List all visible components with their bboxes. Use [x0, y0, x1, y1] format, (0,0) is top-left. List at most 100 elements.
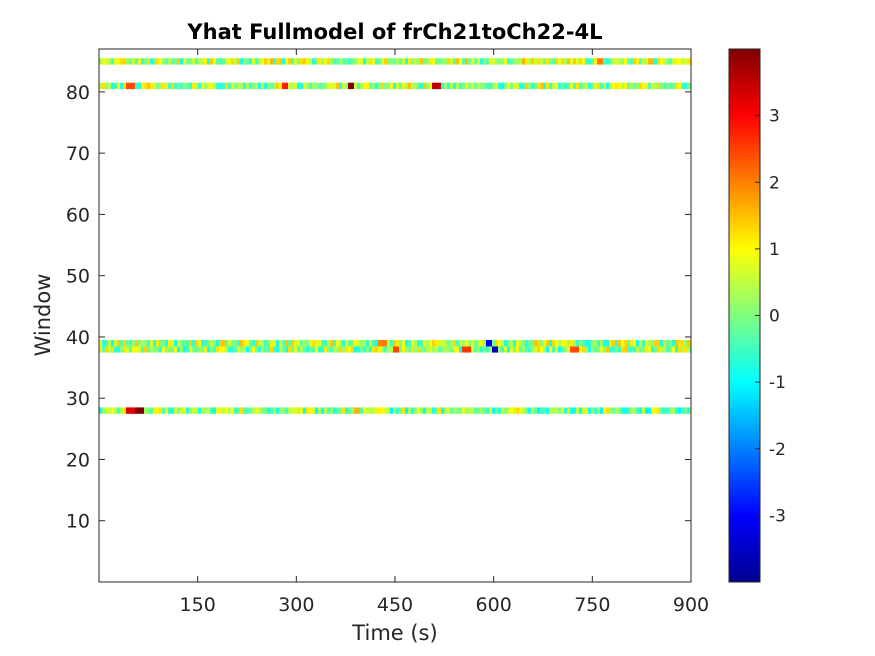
heatmap-cell	[114, 346, 117, 353]
heatmap-cell	[378, 407, 381, 414]
heatmap-cell	[483, 407, 486, 414]
heatmap-cell	[402, 340, 405, 347]
heatmap-cell	[237, 407, 240, 414]
heatmap-cell	[201, 58, 204, 65]
heatmap-cell	[471, 407, 474, 414]
heatmap-cell	[393, 407, 396, 414]
heatmap-cell	[135, 58, 138, 65]
heatmap-cell	[192, 340, 195, 347]
heatmap-cell	[507, 82, 510, 90]
heatmap-cell	[249, 58, 252, 65]
heatmap-cell	[384, 407, 387, 414]
heatmap-cell	[621, 82, 624, 90]
heatmap-cell	[528, 82, 531, 90]
heatmap-cell	[192, 58, 195, 65]
heatmap-cell	[597, 58, 600, 65]
heatmap-cell	[450, 407, 453, 414]
heatmap-cell	[609, 82, 612, 90]
heatmap-cell	[549, 58, 552, 65]
heatmap-cell	[471, 82, 474, 90]
heatmap-cell	[180, 346, 183, 353]
heatmap-cell	[390, 58, 393, 65]
heatmap-cell	[456, 82, 459, 90]
heatmap-cell	[663, 58, 666, 65]
heatmap-row-window-39	[99, 340, 691, 347]
heatmap-cell	[480, 82, 483, 90]
heatmap-cell	[684, 407, 687, 414]
heatmap-cell	[117, 58, 120, 65]
heatmap-cell	[687, 340, 690, 347]
heatmap-cell	[180, 407, 183, 414]
heatmap-cell	[153, 82, 156, 90]
heatmap-cell	[420, 340, 423, 347]
heatmap-cell	[648, 407, 651, 414]
heatmap-cell	[99, 346, 102, 353]
heatmap-cell	[345, 82, 348, 90]
heatmap-cell	[312, 346, 315, 353]
heatmap-cell	[534, 346, 537, 353]
heatmap-cell	[666, 346, 669, 353]
heatmap-cell	[486, 346, 489, 353]
heatmap-cell	[441, 340, 444, 347]
heatmap-cell	[450, 340, 453, 347]
heatmap-cell	[321, 346, 324, 353]
heatmap-cell	[390, 346, 393, 353]
heatmap-cell	[117, 340, 120, 347]
heatmap-cell	[567, 82, 570, 90]
heatmap-cell	[465, 58, 468, 65]
heatmap-cell	[429, 82, 432, 90]
heatmap-cell	[192, 346, 195, 353]
heatmap-cell	[639, 58, 642, 65]
heatmap-cell	[237, 58, 240, 65]
heatmap-cell	[633, 340, 636, 347]
heatmap-cell	[318, 407, 321, 414]
heatmap-cell	[324, 407, 327, 414]
heatmap-cell	[381, 407, 384, 414]
heatmap-cell	[369, 58, 372, 65]
heatmap-cell	[561, 407, 564, 414]
heatmap-cell	[477, 346, 480, 353]
heatmap-cell	[495, 82, 498, 90]
heatmap-cell	[540, 82, 543, 90]
heatmap-cell	[462, 407, 465, 414]
heatmap-cell	[597, 82, 600, 90]
heatmap-cell	[408, 82, 411, 90]
heatmap-cell	[636, 82, 639, 90]
heatmap-cell	[123, 346, 126, 353]
heatmap-cell	[426, 346, 429, 353]
heatmap-cell	[366, 407, 369, 414]
heatmap-cell	[639, 340, 642, 347]
heatmap-cell	[387, 82, 390, 90]
heatmap-cell	[573, 82, 576, 90]
heatmap-cell	[525, 340, 528, 347]
heatmap-cell	[312, 340, 315, 347]
heatmap-cell	[285, 346, 288, 353]
heatmap-cell	[273, 407, 276, 414]
heatmap-cell	[165, 407, 168, 414]
y-tick-label: 10	[66, 511, 90, 533]
heatmap-cell	[360, 58, 363, 65]
heatmap-cell	[387, 346, 390, 353]
heatmap-cell	[111, 407, 114, 414]
heatmap-cell	[240, 340, 243, 347]
heatmap-cell	[468, 82, 471, 90]
heatmap-cell	[270, 407, 273, 414]
heatmap-cell	[567, 346, 570, 353]
heatmap-cell	[228, 407, 231, 414]
heatmap-cell	[345, 346, 348, 353]
heatmap-cell	[678, 58, 681, 65]
heatmap-cell	[636, 346, 639, 353]
heatmap-cell	[282, 340, 285, 347]
heatmap-cell	[591, 346, 594, 353]
heatmap-cell	[468, 407, 471, 414]
heatmap-cell	[468, 346, 471, 353]
heatmap-cell	[303, 340, 306, 347]
heatmap-cell	[624, 82, 627, 90]
heatmap-cell	[438, 407, 441, 414]
heatmap-cell	[300, 340, 303, 347]
heatmap-cell	[378, 346, 381, 353]
heatmap-cell	[123, 340, 126, 347]
heatmap-cell	[642, 58, 645, 65]
heatmap-cell	[558, 340, 561, 347]
